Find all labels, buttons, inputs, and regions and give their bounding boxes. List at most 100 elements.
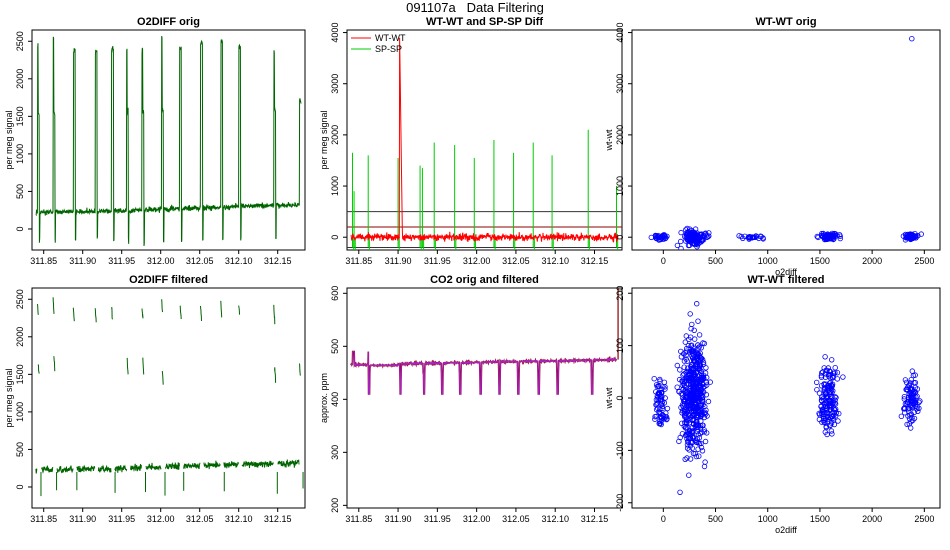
scatter-point [901,406,907,412]
scatter-point [821,419,827,425]
scatter-point [682,378,688,384]
scatter-point [676,438,682,445]
scatter-point [826,380,833,386]
scatter-point [707,379,713,385]
x-tick-label: 2500 [914,256,934,266]
scatter-point [686,420,692,426]
scatter-point [687,311,693,317]
plot-frame [346,29,623,251]
scatter-point [656,420,662,427]
scatter-point [679,378,686,385]
scatter-point [814,379,820,386]
scatter-point [912,380,919,386]
scatter-point [831,236,837,242]
scatter-point [684,445,691,451]
scatter-point [701,427,707,433]
filtered-fragment [273,304,276,325]
plot-frame [631,29,941,251]
scatter-point [819,230,825,237]
plot-frame [31,287,306,509]
series-line-o2diff-filtered [97,464,112,473]
scatter-point [814,387,820,393]
scatter-point [683,227,689,233]
scatter-point [747,235,753,241]
scatter-point [694,353,701,359]
scatter-point [678,238,684,245]
scatter-point [829,357,835,363]
scatter-point [662,386,668,392]
scatter-point [904,386,910,392]
legend-label: SP-SP [375,44,402,54]
series-line-o2diff-filtered [277,459,300,468]
scatter-point [910,390,916,396]
scatter-point [657,406,663,412]
scatter-point [918,231,924,237]
x-tick-label: 1500 [810,256,830,266]
y-tick-label: -100 [615,441,625,459]
scatter-point [691,327,697,333]
scatter-point [696,453,702,459]
series-line-co2-orig [350,350,618,395]
y-tick-label: 2000 [15,69,25,89]
scatter-point [830,417,837,423]
scatter-point [823,397,829,403]
y-tick-label: 0 [330,235,340,240]
plot-area [35,35,302,247]
scatter-point [654,383,660,390]
series-line-o2diff [35,35,302,247]
scatter-point [914,404,921,410]
scatter-point [824,367,830,374]
y-tick-label: 500 [15,184,25,199]
scatter-point [702,438,709,445]
y-tick-label: 2000 [15,327,25,347]
filtered-fragment [161,371,164,385]
scatter-point [834,370,841,376]
scatter-point [686,336,692,343]
y-axis-label: per meg signal [319,110,329,169]
scatter-point [822,354,828,360]
x-tick-label: 311.85 [30,514,57,524]
scatter-point [688,371,695,377]
scatter-point [907,380,913,386]
scatter-point [691,357,697,363]
scatter-point [702,370,709,376]
x-axis-label: o2diff [775,267,797,277]
scatter-point [680,386,686,393]
scatter-point [674,362,680,369]
plot-frame [31,29,306,251]
scatter-point [688,365,695,371]
plot-panel-1 [31,29,306,251]
scatter-point [694,428,701,435]
scatter-point [912,372,918,378]
scatter-point [742,233,748,239]
scatter-point [695,439,701,446]
scatter-point [699,356,706,363]
filtered-fragment [161,298,163,313]
y-tick-label: 0 [615,235,625,240]
figure-title: 091107a Data Filtering [406,0,544,15]
scatter-point [690,398,696,404]
scatter-point [683,416,690,422]
y-tick-label: 400 [330,392,340,407]
scatter-point [683,414,689,420]
x-tick-label: 2000 [862,514,882,524]
scatter-point [678,348,684,355]
scatter-point [674,384,680,390]
scatter-point [690,450,697,457]
scatter-point [837,235,843,242]
scatter-outlier [898,413,905,420]
scatter-point [828,406,834,413]
scatter-point [689,229,696,235]
scatter-point [682,349,688,356]
series-line-o2diff-filtered [114,464,128,473]
scatter-point [663,416,670,423]
y-tick-label: 4000 [330,23,340,43]
series-line-co2-filtered [350,351,617,395]
x-tick-label: 311.85 [345,256,372,266]
scatter-point [821,389,828,395]
y-tick-label: 0 [15,226,25,231]
scatter-point [678,229,684,236]
plot-area [350,288,619,395]
scatter-point [660,234,666,240]
